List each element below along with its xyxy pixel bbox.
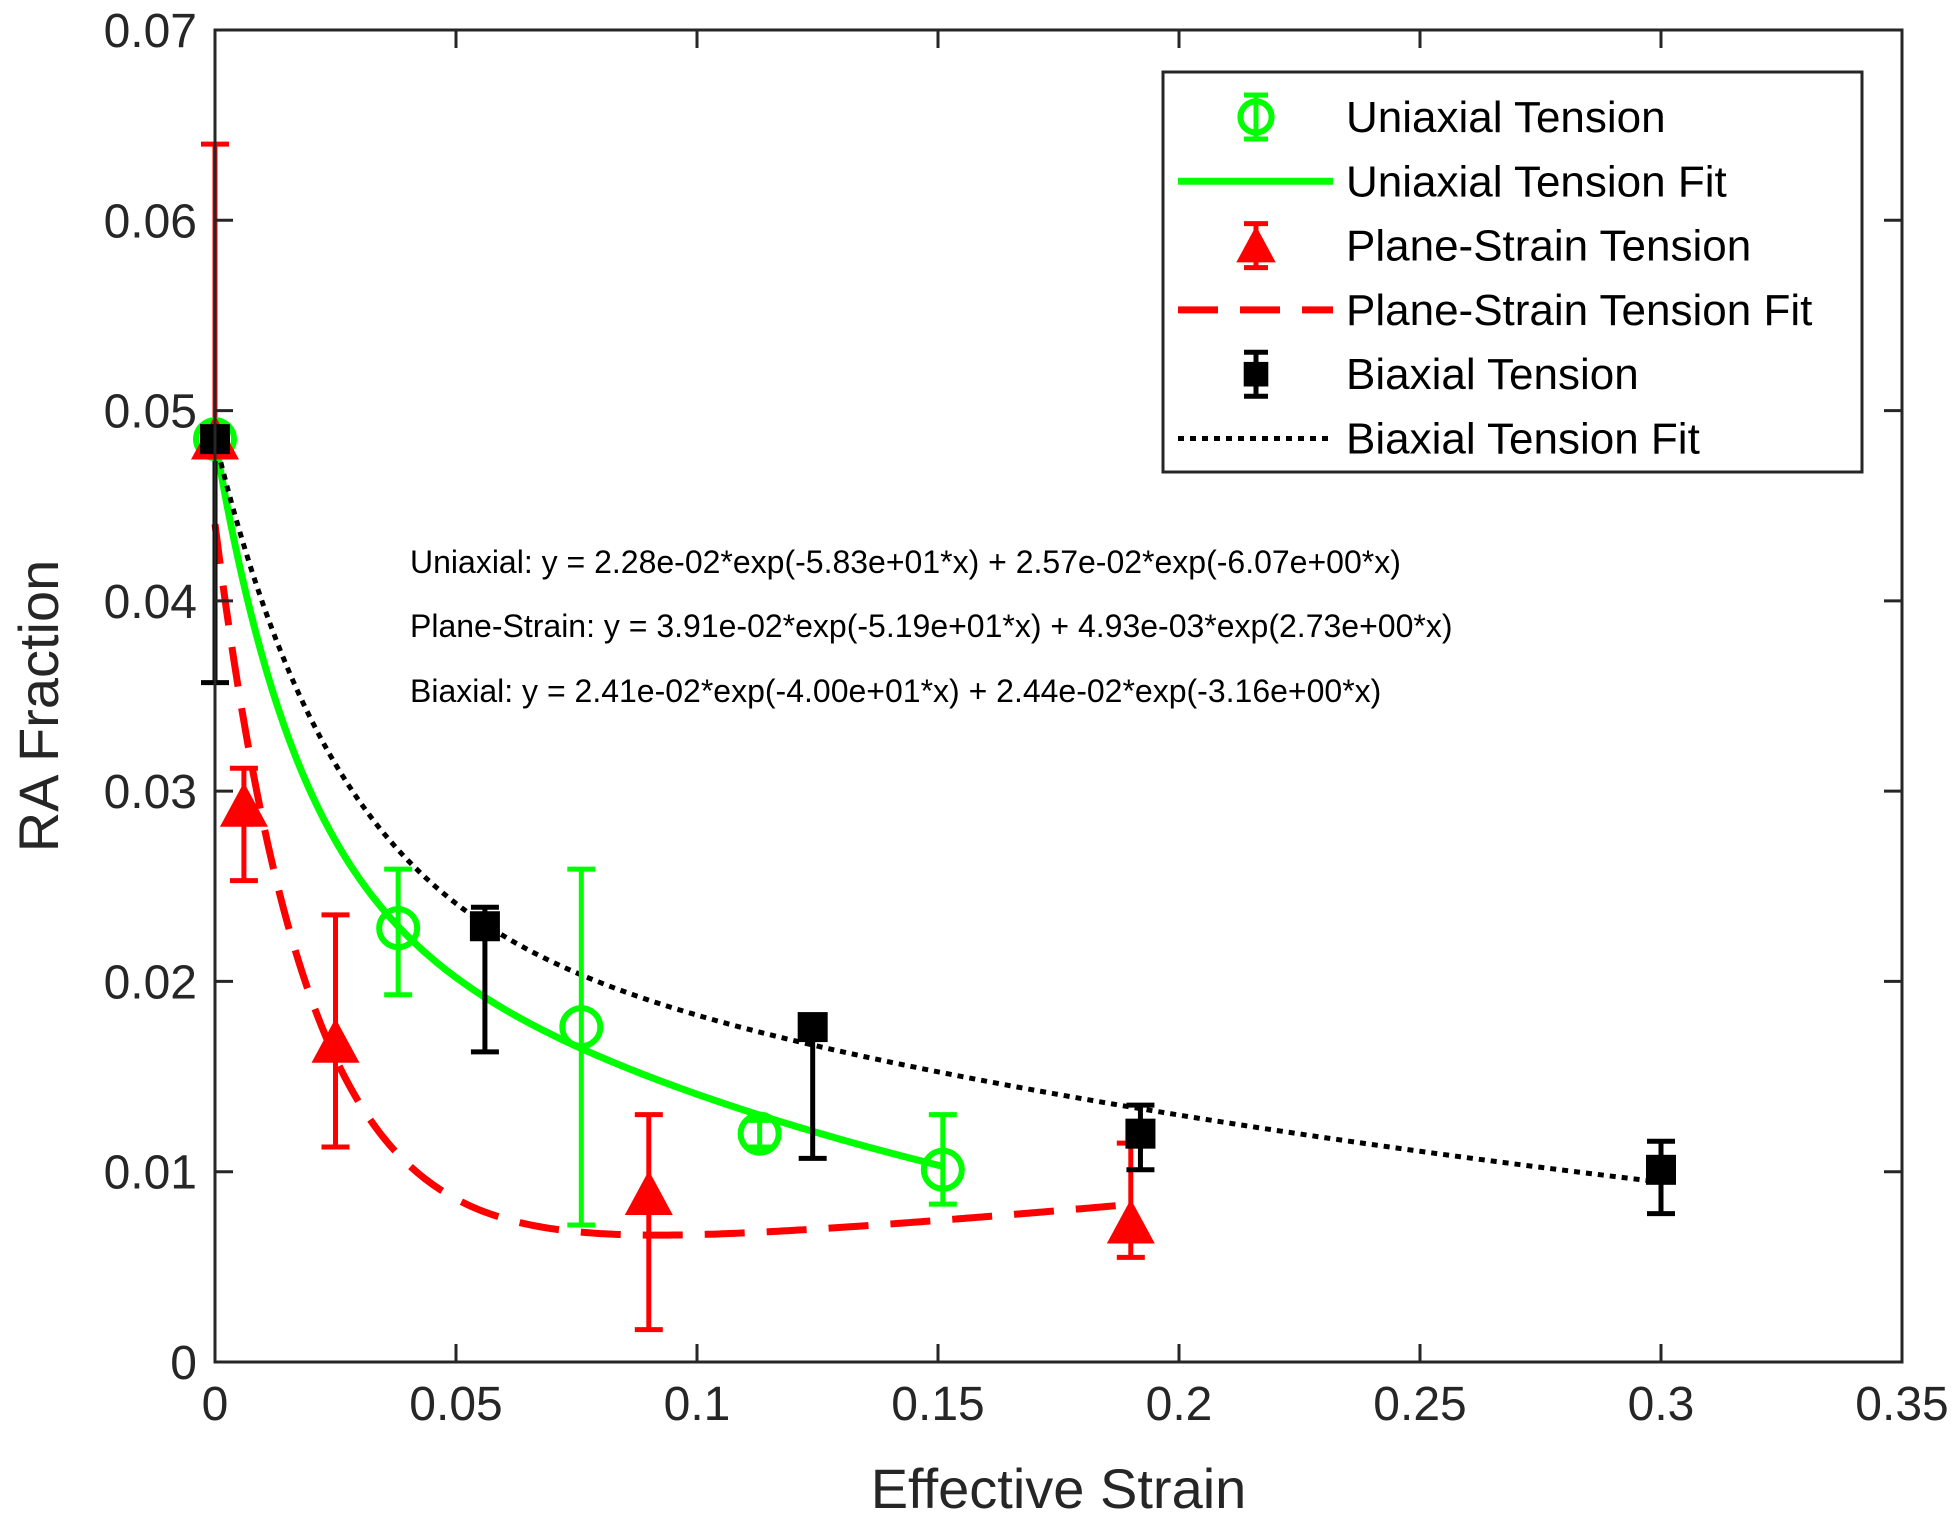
legend-label-biaxial-tension-fit: Biaxial Tension Fit — [1346, 415, 1700, 464]
axis-ticks: 0 0.05 0.1 0.15 0.2 0.25 0.3 0.35 0 0.01 0.02 0.03 0… — [104, 5, 1949, 1431]
legend-label-plane-strain-tension-fit: Plane-Strain Tension Fit — [1346, 286, 1812, 335]
x-tick-label: 0.15 — [891, 1378, 984, 1431]
x-tick-label: 0.2 — [1146, 1378, 1213, 1431]
x-tick-label: 0.35 — [1855, 1378, 1948, 1431]
x-tick-label: 0 — [202, 1378, 229, 1431]
data-point-uniaxial-tension — [559, 1005, 604, 1050]
axes-frame — [213, 28, 1904, 1364]
fit-curve-plane-strain-tension-fit — [211, 523, 1132, 1239]
y-tick-label: 0.05 — [104, 386, 197, 439]
y-tick-label: 0 — [170, 1337, 197, 1390]
y-tick-label: 0.01 — [104, 1147, 197, 1200]
legend-label-uniaxial-tension-fit: Uniaxial Tension Fit — [1346, 157, 1727, 206]
data-point-plane-strain-tension — [311, 1018, 360, 1063]
legend-label-uniaxial-tension: Uniaxial Tension — [1346, 93, 1666, 142]
data-point-biaxial-tension — [1125, 1118, 1156, 1149]
data-point-uniaxial-tension — [920, 1147, 965, 1192]
y-tick-label: 0.06 — [104, 195, 197, 248]
y-tick-label: 0.04 — [104, 576, 197, 629]
y-tick-label: 0.07 — [104, 5, 197, 58]
y-axis-title: RA Fraction — [7, 560, 70, 853]
data-point-biaxial-tension — [797, 1012, 828, 1043]
legend-icon-plane-strain-tension — [1236, 225, 1276, 263]
annotation-plane-strain-equation: Plane-Strain: y = 3.91e-02*exp(-5.19e+01… — [410, 608, 1452, 644]
x-tick-label: 0.1 — [664, 1378, 731, 1431]
data-point-uniaxial-tension — [737, 1111, 782, 1156]
legend-box — [1161, 70, 1864, 474]
legend-icon-biaxial-tension — [1243, 361, 1269, 387]
annotation-biaxial-equation: Biaxial: y = 2.41e-02*exp(-4.00e+01*x) +… — [410, 673, 1381, 709]
legend-label-plane-strain-tension: Plane-Strain Tension — [1346, 222, 1751, 271]
x-axis-title: Effective Strain — [871, 1457, 1247, 1520]
data-markers — [191, 415, 1676, 1244]
x-tick-label: 0.3 — [1628, 1378, 1695, 1431]
data-point-plane-strain-tension — [624, 1170, 673, 1215]
data-point-uniaxial-tension — [376, 906, 421, 951]
fit-curve-biaxial-tension-fit — [212, 438, 1662, 1185]
data-point-biaxial-tension — [1646, 1154, 1676, 1185]
x-tick-label: 0.25 — [1373, 1378, 1466, 1431]
legend-label-biaxial-tension: Biaxial Tension — [1346, 350, 1639, 399]
y-tick-label: 0.02 — [104, 956, 197, 1009]
data-point-biaxial-tension — [469, 911, 500, 942]
legend-icons — [1178, 92, 1333, 441]
legend: Uniaxial Tension Uniaxial Tension Fit Pl… — [1161, 70, 1864, 474]
annotation-uniaxial-equation: Uniaxial: y = 2.28e-02*exp(-5.83e+01*x) … — [410, 544, 1401, 580]
data-point-plane-strain-tension — [219, 782, 268, 827]
y-tick-label: 0.03 — [104, 766, 197, 819]
legend-icon-uniaxial-tension — [1237, 98, 1275, 136]
x-tick-label: 0.05 — [409, 1378, 502, 1431]
data-point-plane-strain-tension — [1106, 1199, 1155, 1244]
